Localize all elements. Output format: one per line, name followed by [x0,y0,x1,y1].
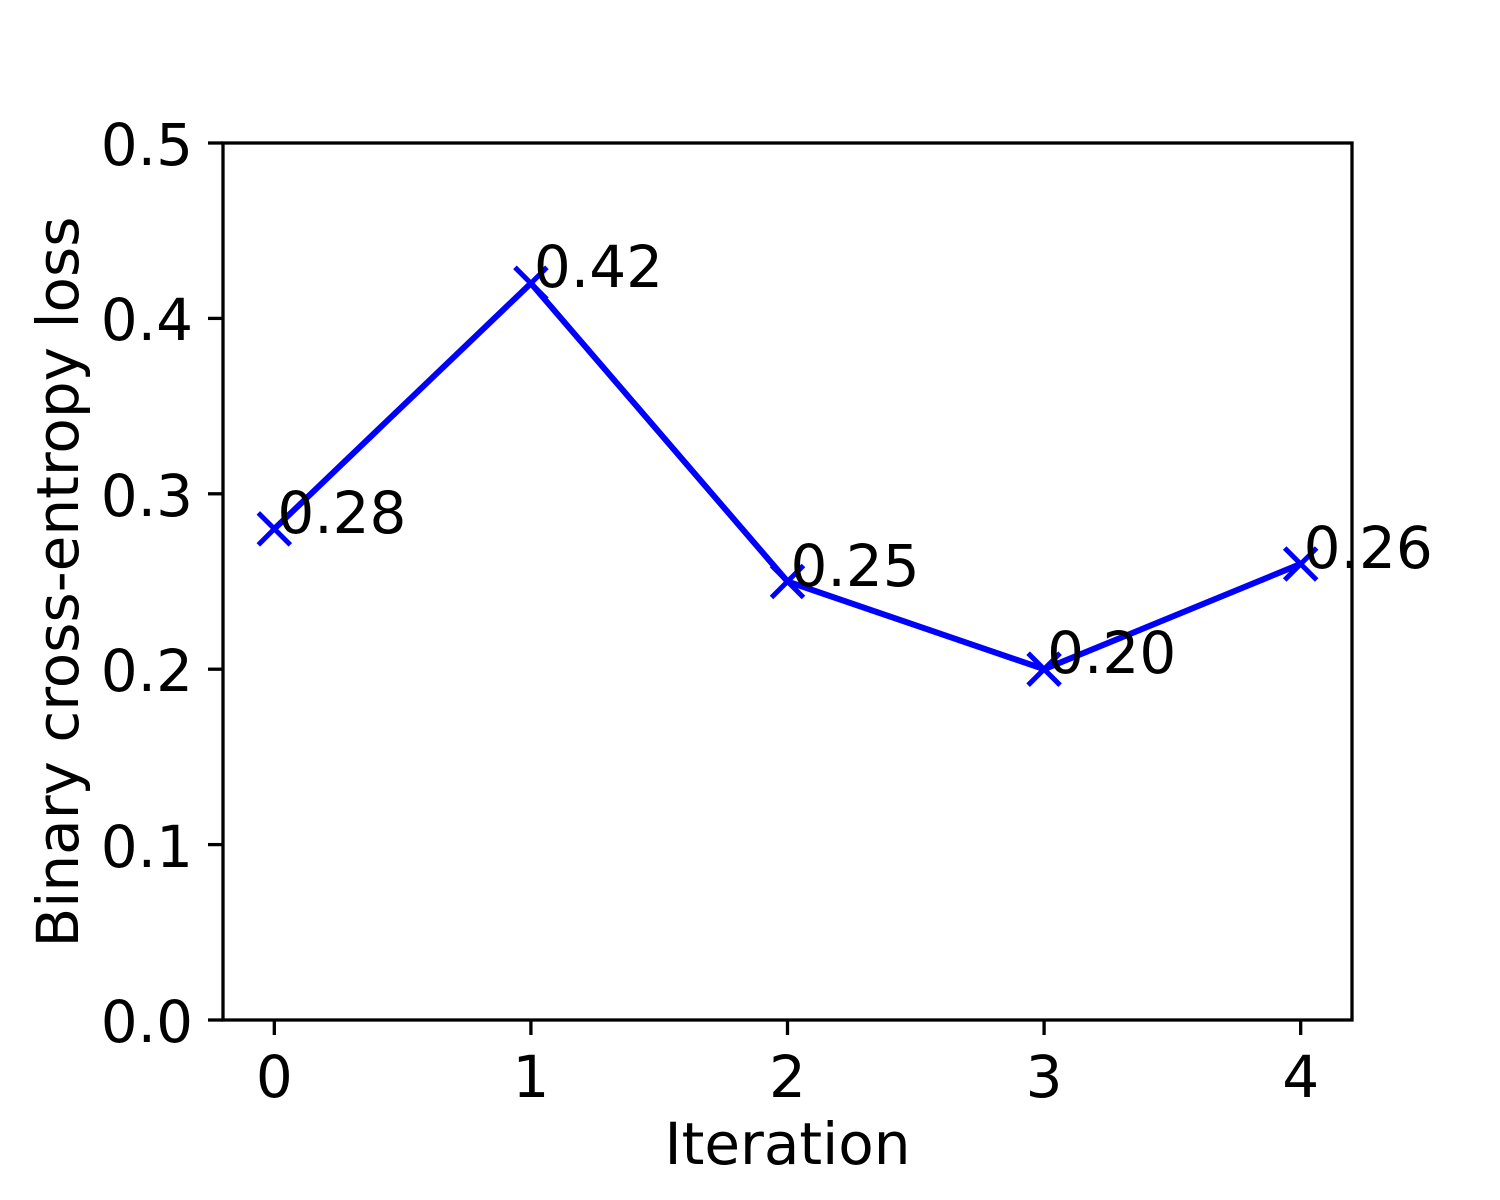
data-point-label: 0.25 [790,531,920,600]
x-axis-label: Iteration [664,1110,911,1178]
data-point-label: 0.26 [1303,513,1433,582]
y-tick-label: 0.4 [100,286,193,355]
x-marker [1026,651,1062,687]
y-tick-label: 0.5 [100,111,193,179]
x-marker [513,265,549,302]
y-tick-label: 0.3 [100,461,193,530]
x-tick-label: 4 [1282,1043,1320,1111]
data-point-label: 0.28 [277,478,407,547]
x-marker [1282,546,1319,582]
data-point-label: 0.42 [533,233,664,302]
y-tick-label: 0.2 [100,637,193,706]
x-tick-label: 3 [1025,1043,1063,1111]
x-marker [256,511,293,547]
data-point-label: 0.20 [1047,619,1177,688]
x-marker [769,563,806,600]
y-tick-label: 0.0 [100,988,193,1056]
x-tick-label: 1 [512,1043,550,1111]
loss-line [271,280,1304,673]
x-tick-label: 2 [769,1043,806,1111]
y-axis-label: Binary cross-entropy loss [24,216,92,947]
x-tick-label: 0 [255,1043,293,1111]
y-tick-label: 0.1 [100,812,193,881]
